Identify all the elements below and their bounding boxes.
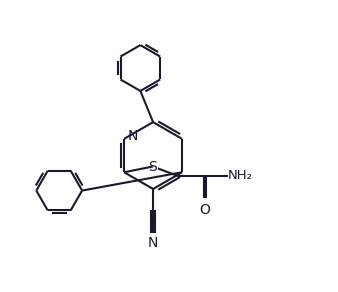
Text: N: N xyxy=(127,129,138,143)
Text: S: S xyxy=(148,159,157,173)
Text: NH₂: NH₂ xyxy=(228,169,253,182)
Text: N: N xyxy=(148,237,158,250)
Text: O: O xyxy=(199,203,211,217)
